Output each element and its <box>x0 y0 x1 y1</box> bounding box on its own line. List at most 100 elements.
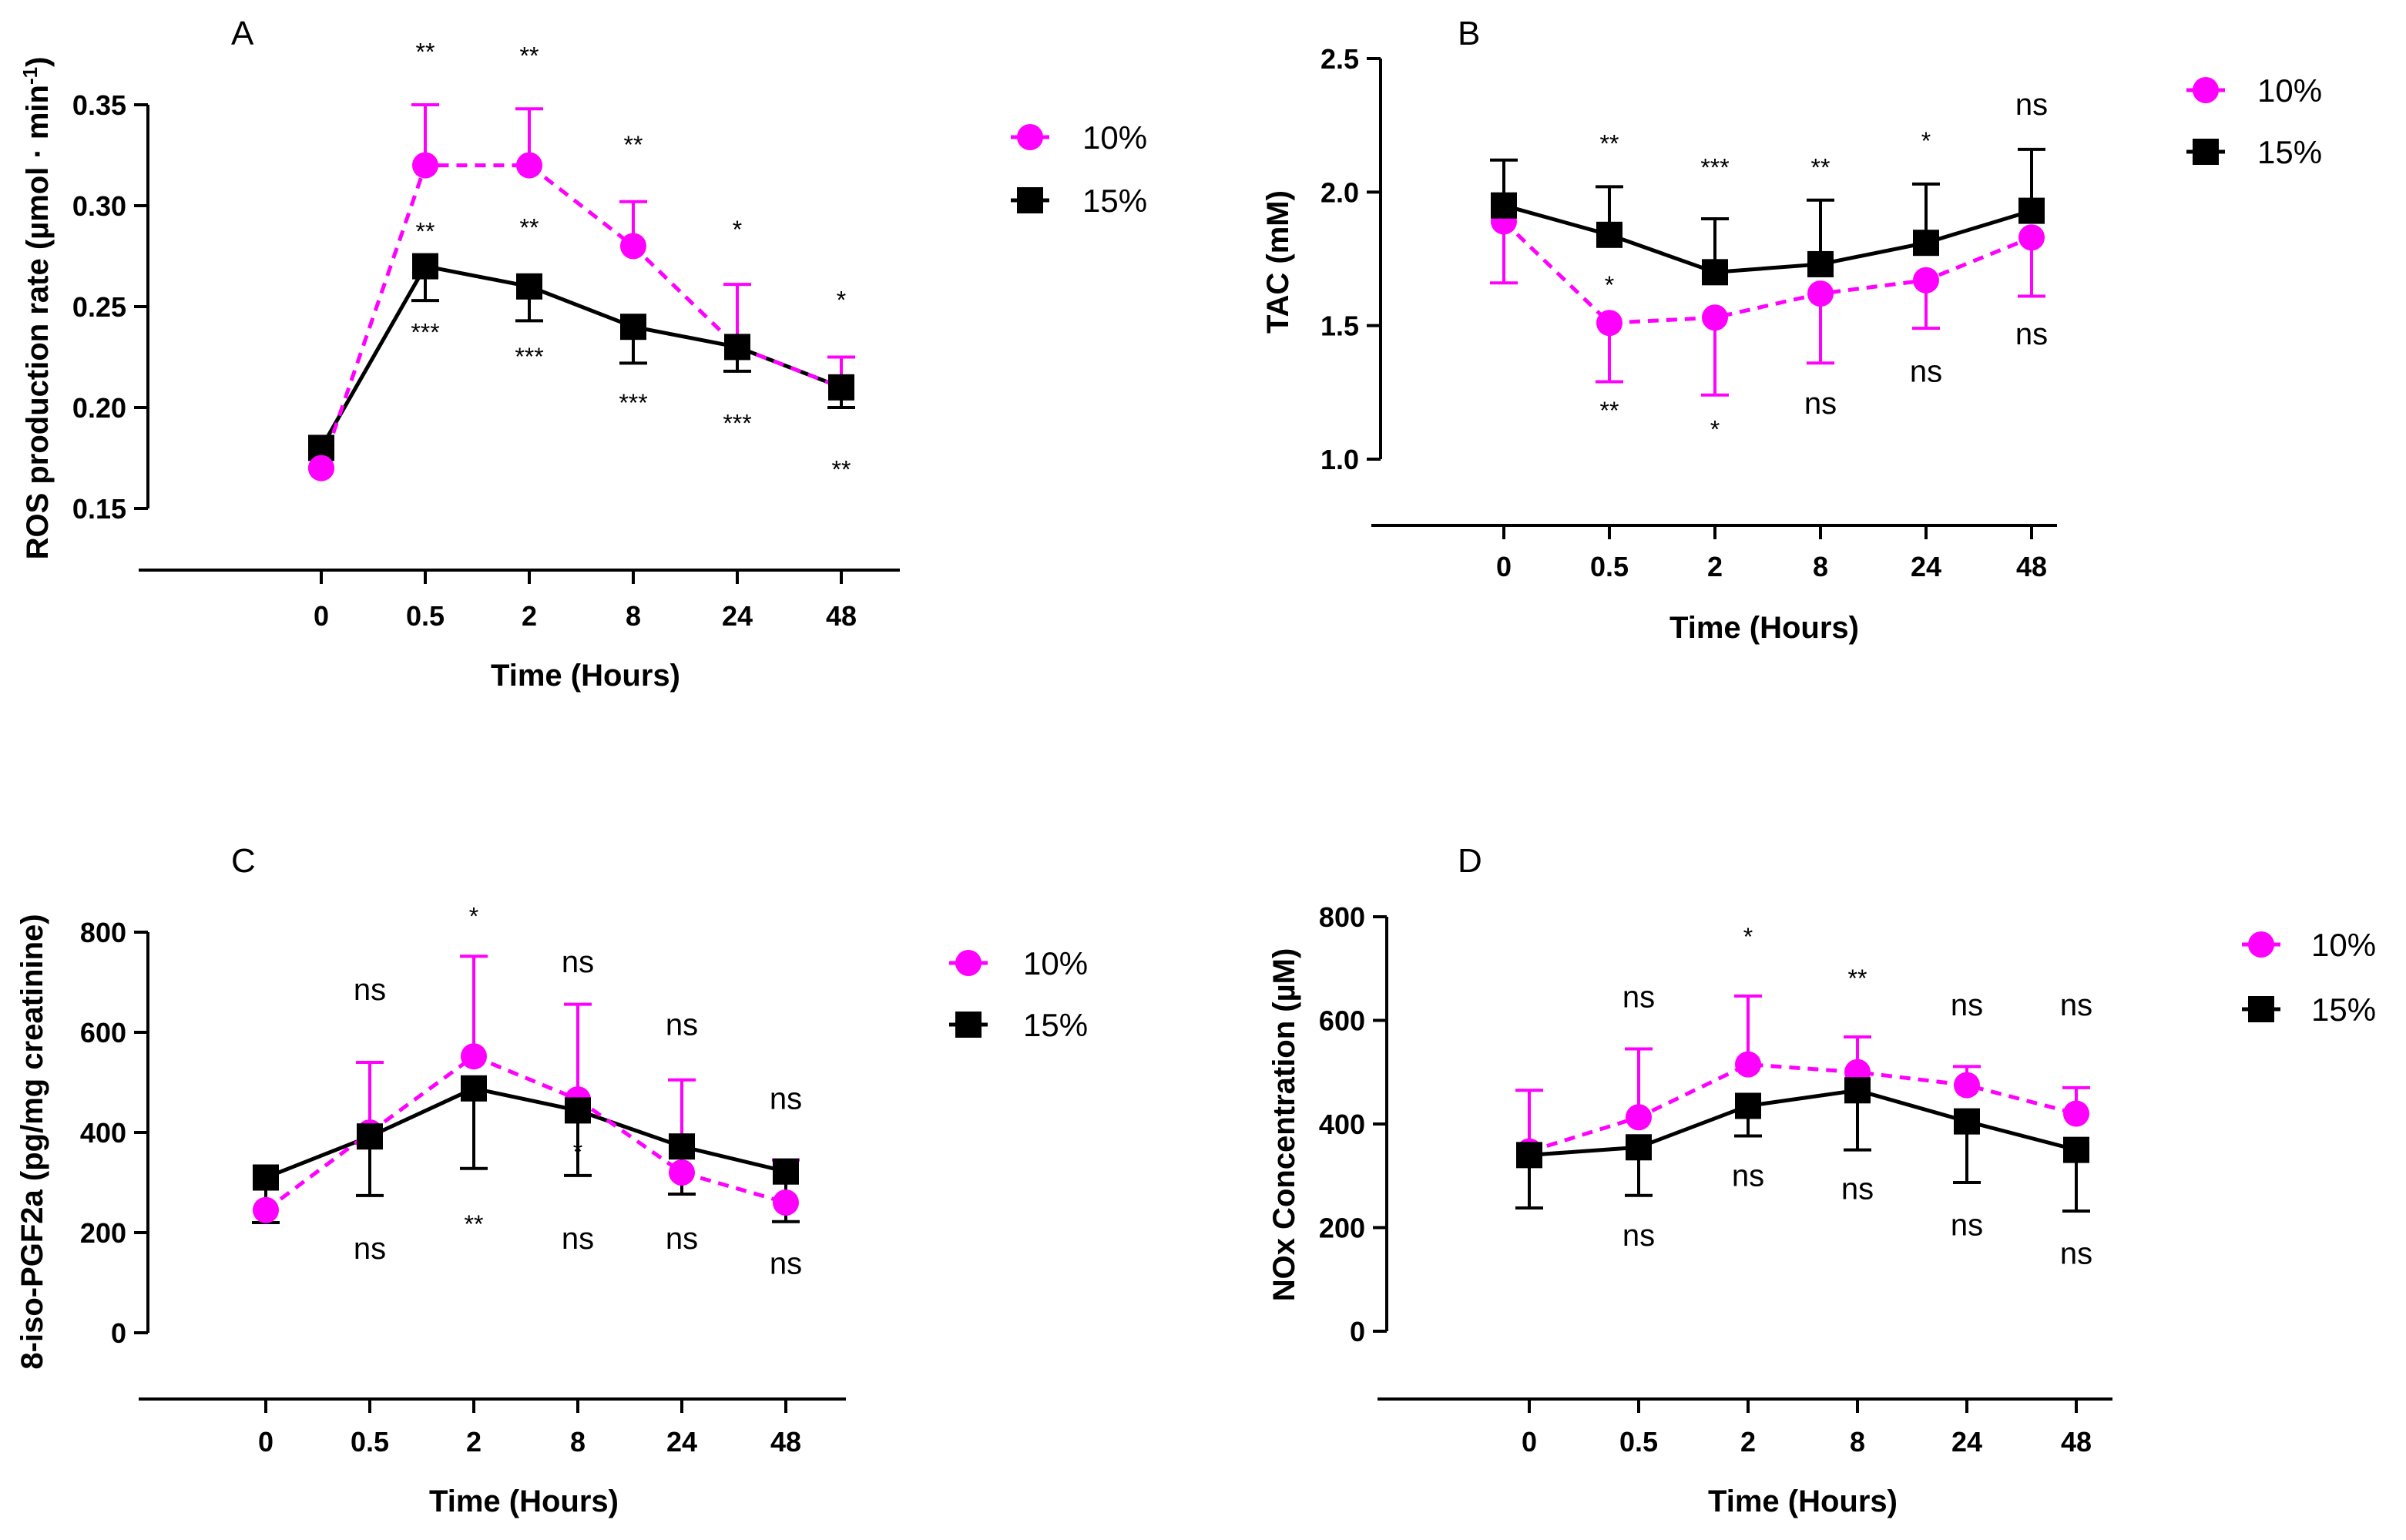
y-tick-label: 1.5 <box>1320 310 1359 342</box>
y-axis-title: TAC (mM) <box>1261 190 1295 334</box>
data-point-10 <box>412 152 438 179</box>
x-tick-label: 8 <box>1850 1426 1865 1458</box>
data-point-15 <box>1954 1108 1980 1135</box>
x-tick-label: 24 <box>1951 1426 1982 1458</box>
significance-ns-label: ns <box>2015 88 2048 122</box>
data-point-15 <box>1913 230 1939 257</box>
significance-annotations: ** ******** **************** <box>411 38 851 483</box>
plot-area <box>139 932 846 1401</box>
significance-ns-label: ns <box>770 1082 802 1116</box>
y-tick-label: 800 <box>80 917 126 948</box>
x-tick-label: 48 <box>826 600 857 632</box>
data-point-15 <box>516 273 542 300</box>
data-point-15 <box>773 1158 799 1185</box>
significance-ns-label: ns <box>1951 1209 1983 1243</box>
y-tick-label: 0.30 <box>72 190 126 222</box>
significance-ns-label: ns <box>770 1246 802 1280</box>
data-point-15 <box>412 253 438 280</box>
data-point-15 <box>828 374 854 401</box>
legend-label-15: 15% <box>2257 134 2322 170</box>
data-point-10 <box>620 233 646 260</box>
significance-star-label: ** <box>520 213 539 241</box>
x-tick-label: 2 <box>466 1426 482 1458</box>
y-tick-labels: 0 200 400 600 800 <box>1319 901 1387 1347</box>
series-line-15 <box>1503 203 2032 274</box>
data-point-10 <box>253 1196 279 1223</box>
significance-star-label: * <box>1921 127 1931 155</box>
significance-star-label: ** <box>1848 965 1867 992</box>
y-tick-label: 0.35 <box>72 89 126 121</box>
significance-ns-label: ns <box>1732 1159 1764 1193</box>
y-tick-label: 200 <box>80 1217 126 1249</box>
x-tick-label: 0.5 <box>1590 551 1629 582</box>
y-tick-label: 0 <box>111 1317 126 1349</box>
legend: 10% 15% <box>949 945 1088 1043</box>
x-tick-label: 24 <box>1911 551 1941 582</box>
series-line-10 <box>264 1054 787 1212</box>
data-point-10 <box>1954 1072 1980 1099</box>
legend-label-10: 10% <box>1082 119 1147 156</box>
plot-area <box>1377 917 2112 1401</box>
y-axis-title-superscript: -1 <box>18 67 42 85</box>
x-tick-label: 0 <box>314 600 329 632</box>
legend-marker-10 <box>2248 931 2274 958</box>
y-tick-label: 0 <box>1350 1316 1365 1347</box>
significance-star-label: ** <box>416 218 435 246</box>
significance-ns-label: ns <box>666 1222 698 1256</box>
data-point-10 <box>1626 1104 1652 1131</box>
data-point-15 <box>2063 1136 2089 1163</box>
significance-star-label: ** <box>520 42 539 70</box>
y-tick-label: 2.0 <box>1320 176 1359 208</box>
legend-label-10: 10% <box>2257 72 2322 109</box>
significance-star-label: ** <box>1600 397 1619 424</box>
y-tick-label: 2.5 <box>1320 43 1359 75</box>
significance-star-label: ** <box>1811 154 1831 182</box>
significance-star-label: ** <box>832 456 851 484</box>
series-line-10 <box>1528 1062 2077 1154</box>
y-tick-label: 1.0 <box>1320 444 1359 475</box>
y-axis-title: 8-iso-PGF2a (pg/mg creatinine) <box>15 914 49 1369</box>
y-tick-label: 800 <box>1319 901 1365 933</box>
x-tick-label: 8 <box>626 600 641 632</box>
x-tick-label: 2 <box>1707 551 1723 582</box>
significance-ns-label: ns <box>354 973 386 1007</box>
significance-ns-label: ns <box>2015 317 2048 351</box>
x-tick-label: 24 <box>722 600 753 632</box>
data-point-15 <box>620 314 646 341</box>
x-tick-label: 0.5 <box>406 600 445 632</box>
data-point-15 <box>253 1164 279 1191</box>
data-point-10 <box>773 1189 799 1216</box>
significance-star-label: * <box>837 287 846 314</box>
legend-marker-15 <box>2193 139 2219 165</box>
significance-ns-label: ns <box>2060 988 2092 1022</box>
data-point-10 <box>308 455 334 481</box>
legend-label-15: 15% <box>1082 183 1147 219</box>
significance-ns-label: ns <box>1910 354 1942 388</box>
significance-star-label: *** <box>619 389 647 417</box>
x-tick-label: 2 <box>1740 1426 1756 1458</box>
x-axis-title: Time (Hours) <box>429 1485 619 1518</box>
significance-ns-label: ns <box>354 1232 386 1266</box>
x-tick-label: 0.5 <box>1619 1426 1658 1458</box>
data-point-10 <box>1913 267 1939 294</box>
panel-b: B Time (Hours) TAC (mM) 1.0 1.5 2.0 2.5 0 0.… <box>1261 15 2322 645</box>
legend-marker-15 <box>1017 187 1043 213</box>
series-line-10 <box>319 163 842 469</box>
significance-star-label: *** <box>411 319 439 347</box>
x-tick-labels: 0 0.5 2 8 24 48 <box>1496 525 2047 582</box>
y-tick-label: 400 <box>1319 1109 1365 1140</box>
legend: 10% 15% <box>1011 119 1147 219</box>
data-point-15 <box>1491 192 1517 219</box>
x-tick-label: 48 <box>770 1426 801 1458</box>
data-point-10 <box>1596 310 1622 337</box>
data-point-15 <box>357 1123 383 1150</box>
y-axis-title-close: ) <box>21 57 55 67</box>
series-line-15 <box>265 1086 787 1179</box>
significance-star-label: * <box>1743 923 1753 951</box>
y-tick-label: 0.15 <box>72 493 126 525</box>
data-point-15 <box>461 1075 487 1102</box>
significance-ns-label: ns <box>2060 1237 2092 1271</box>
x-tick-label: 24 <box>666 1426 697 1458</box>
significance-ns-label: ns <box>562 1222 594 1256</box>
